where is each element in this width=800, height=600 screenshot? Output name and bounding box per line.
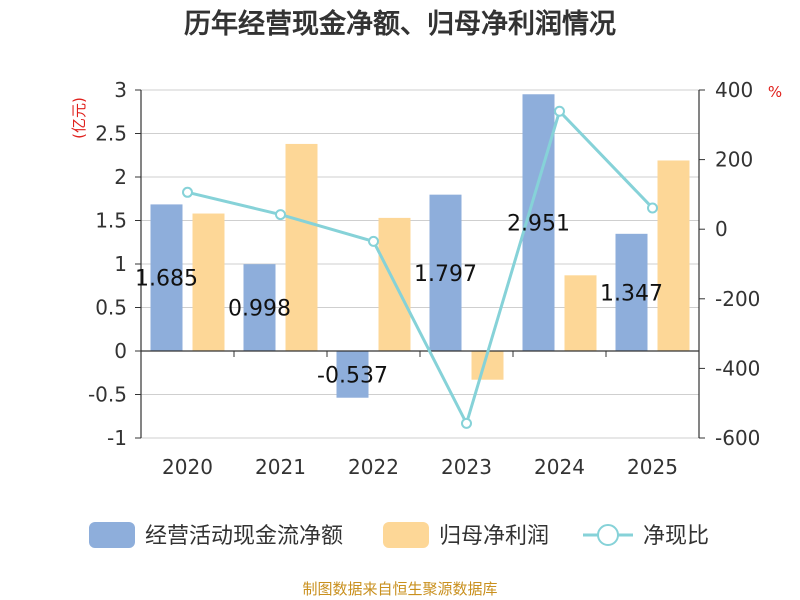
right-axis-unit: % xyxy=(768,83,782,101)
x-tick-label-2025: 2025 xyxy=(627,455,678,479)
x-tick-label-2024: 2024 xyxy=(534,455,585,479)
cashflow-label-2022: -0.537 xyxy=(317,363,388,388)
cashflow-bar-2020 xyxy=(150,204,183,351)
data-source-note: 制图数据来自恒生聚源数据库 xyxy=(302,580,497,598)
left-tick-label: 0.5 xyxy=(95,296,127,320)
legend-swatch-0 xyxy=(89,522,135,548)
cashflow-bar-2023 xyxy=(429,194,462,351)
cashflow-label-2025: 1.347 xyxy=(600,281,663,306)
legend-marker xyxy=(597,524,619,546)
left-tick-label: 3 xyxy=(114,78,127,102)
netprofit-bar-2025 xyxy=(657,160,690,351)
right-tick-label: 400 xyxy=(715,78,753,102)
x-tick-label-2021: 2021 xyxy=(255,455,306,479)
left-tick-label: 0 xyxy=(114,339,127,363)
left-tick-label: -0.5 xyxy=(88,383,127,407)
netprofit-bar-2021 xyxy=(285,143,318,351)
cashflow-label-2020: 1.685 xyxy=(135,267,198,292)
netprofit-bar-2024 xyxy=(564,275,597,351)
left-tick-label: 1.5 xyxy=(95,209,127,233)
x-tick-label-2022: 2022 xyxy=(348,455,399,479)
left-tick-label: 1 xyxy=(114,252,127,276)
ratio-point-2020 xyxy=(182,186,193,198)
chart-title: 历年经营现金净额、归母净利润情况 xyxy=(184,8,616,40)
ratio-point-2023 xyxy=(461,417,472,429)
legend-label-2: 净现比 xyxy=(643,524,709,549)
left-tick-label: 2 xyxy=(114,165,127,189)
right-tick-label: -600 xyxy=(715,426,760,450)
ratio-line xyxy=(187,108,654,428)
legend-swatch-1 xyxy=(383,522,429,548)
legend-label-0: 经营活动现金流净额 xyxy=(145,524,343,549)
cashflow-bar-2025 xyxy=(615,233,648,351)
cashflow-bar-2021 xyxy=(243,264,276,351)
ratio-point-2025 xyxy=(647,202,658,214)
ratio-point-2021 xyxy=(275,209,286,221)
left-tick-label: 2.5 xyxy=(95,122,127,146)
ratio-point-2024 xyxy=(554,105,565,117)
right-tick-label: 200 xyxy=(715,148,753,172)
netprofit-bar-2020 xyxy=(192,213,225,351)
left-tick-label: -1 xyxy=(107,426,127,450)
cashflow-label-2024: 2.951 xyxy=(507,212,570,237)
cashflow-label-2023: 1.797 xyxy=(414,262,477,287)
x-tick-label-2020: 2020 xyxy=(162,455,213,479)
right-tick-label: -400 xyxy=(715,356,760,380)
right-tick-label: 0 xyxy=(715,217,728,241)
ratio-point-2022 xyxy=(368,235,379,247)
right-tick-label: -200 xyxy=(715,287,760,311)
cashflow-label-2021: 0.998 xyxy=(228,297,291,322)
legend-label-1: 归母净利润 xyxy=(439,524,549,549)
left-axis-unit: (亿元) xyxy=(70,97,88,139)
cashflow-bar-2022 xyxy=(336,351,369,398)
x-tick-label-2023: 2023 xyxy=(441,455,492,479)
